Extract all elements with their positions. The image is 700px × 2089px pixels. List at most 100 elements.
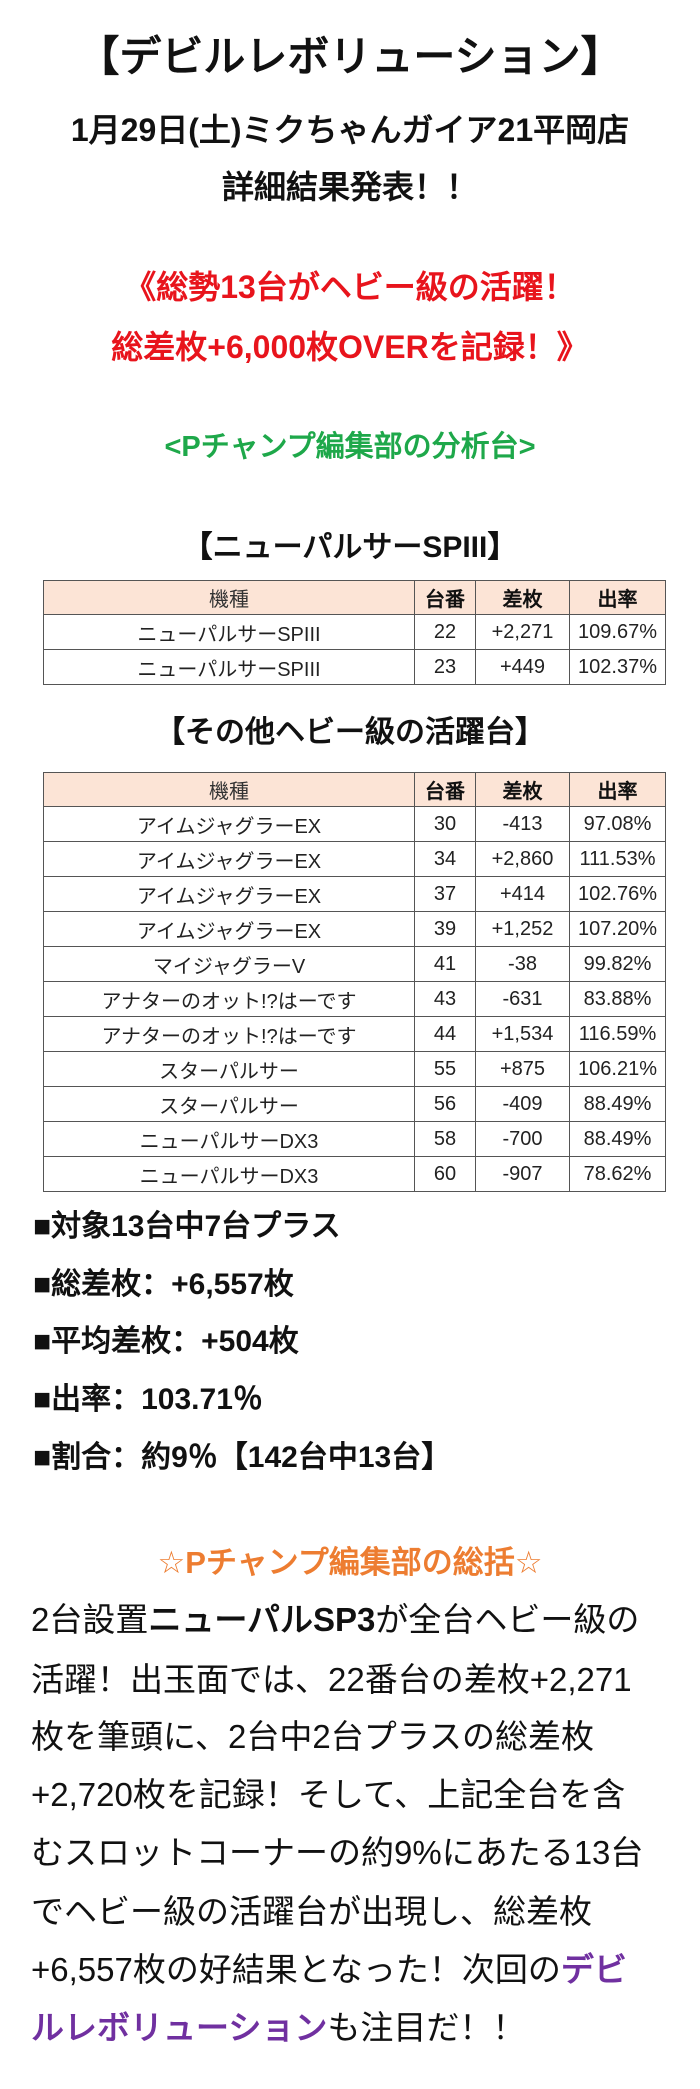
cell-model: ニューパルサーSPIII: [43, 649, 415, 685]
table-row: スターパルサー 56 -409 88.49%: [43, 1086, 666, 1122]
table-row: ニューパルサーDX3 58 -700 88.49%: [43, 1121, 666, 1157]
cell-rate: 107.20%: [569, 911, 666, 947]
column-header-unit: 台番: [414, 580, 476, 615]
table-header-row: 機種 台番 差枚 出率: [43, 580, 666, 615]
review-text: も注目だ！！: [327, 2009, 526, 2046]
cell-unit: 30: [414, 806, 476, 842]
cell-unit: 56: [414, 1086, 476, 1122]
table-row: アイムジャグラーEX 30 -413 97.08%: [43, 806, 666, 842]
highlight-line-1: 《総勢13台がヘビー級の活躍！: [124, 269, 576, 305]
cell-rate: 111.53%: [569, 841, 666, 877]
cell-diff: +2,860: [475, 841, 570, 877]
review-line: むスロットコーナーの約9%にあたる13台: [31, 1828, 643, 1878]
cell-rate: 88.49%: [569, 1086, 666, 1122]
cell-rate: 88.49%: [569, 1121, 666, 1157]
table-row: アイムジャグラーEX 34 +2,860 111.53%: [43, 841, 666, 877]
table-row: ニューパルサーSPIII 23 +449 102.37%: [43, 649, 666, 685]
cell-unit: 58: [414, 1121, 476, 1157]
table-row: ニューパルサーDX3 60 -907 78.62%: [43, 1156, 666, 1192]
review-text-accent-title: デビ: [560, 1951, 627, 1988]
cell-rate: 116.59%: [569, 1016, 666, 1052]
cell-diff: +1,534: [475, 1016, 570, 1052]
analysis-label: <Pチャンプ編集部の分析台>: [164, 431, 536, 463]
announcement-label: 詳細結果発表！！: [221, 169, 478, 205]
cell-diff: -413: [475, 806, 570, 842]
review-line: +2,720枚を記録！そして、上記全台を含: [31, 1770, 625, 1820]
cell-diff: +414: [475, 876, 570, 912]
review-text: 活躍！出玉面では、22番台の差枚+2,271: [31, 1661, 632, 1698]
summary-ratio: ■割合：約9％【142台中13台】: [33, 1441, 452, 1474]
review-text: でヘビー級の活躍台が出現し、総差枚: [31, 1893, 592, 1930]
table-row: ニューパルサーSPIII 22 +2,271 109.67%: [43, 614, 666, 650]
cell-model: ニューパルサーDX3: [43, 1156, 415, 1192]
review-text: +6,557枚の好結果となった！次回の: [31, 1951, 561, 1988]
review-heading: ☆Pチャンプ編集部の総括☆: [157, 1545, 543, 1580]
column-header-model: 機種: [43, 580, 415, 615]
cell-diff: -409: [475, 1086, 570, 1122]
column-header-rate: 出率: [569, 580, 666, 615]
cell-model: スターパルサー: [43, 1086, 415, 1122]
column-header-diff: 差枚: [475, 772, 570, 807]
cell-rate: 97.08%: [569, 806, 666, 842]
review-line: +6,557枚の好結果となった！次回のデビ: [31, 1945, 627, 1995]
cell-model: アイムジャグラーEX: [43, 876, 415, 912]
summary-average-diff: ■平均差枚：+504枚: [33, 1325, 299, 1358]
event-date-store: 1月29日(土)ミクちゃんガイア21平岡店: [70, 112, 630, 148]
column-header-unit: 台番: [414, 772, 476, 807]
cell-unit: 34: [414, 841, 476, 877]
cell-rate: 106.21%: [569, 1051, 666, 1087]
review-text: 枚を筆頭に、2台中2台プラスの総差枚: [31, 1718, 595, 1755]
cell-diff: +875: [475, 1051, 570, 1087]
review-text: 2台設置: [31, 1601, 149, 1638]
table-row: アイムジャグラーEX 39 +1,252 107.20%: [43, 911, 666, 947]
review-line: でヘビー級の活躍台が出現し、総差枚: [31, 1887, 592, 1937]
cell-model: アイムジャグラーEX: [43, 841, 415, 877]
cell-rate: 109.67%: [569, 614, 666, 650]
summary-plus-count: ■対象13台中7台プラス: [33, 1210, 341, 1243]
cell-diff: -631: [475, 981, 570, 1017]
highlight-line-2: 総差枚+6,000枚OVERを記録！》: [111, 329, 589, 365]
review-text-accent-title: ルレボリューション: [31, 2009, 328, 2046]
summary-payout-rate: ■出率：103.71％: [33, 1383, 263, 1416]
cell-model: アイムジャグラーEX: [43, 911, 415, 947]
cell-rate: 78.62%: [569, 1156, 666, 1192]
cell-unit: 39: [414, 911, 476, 947]
review-text: が全台ヘビー級の: [375, 1601, 640, 1638]
cell-diff: -700: [475, 1121, 570, 1157]
cell-unit: 23: [414, 649, 476, 685]
table-row: アナターのオット!?はーです 43 -631 83.88%: [43, 981, 666, 1017]
cell-diff: -38: [475, 946, 570, 982]
cell-diff: +2,271: [475, 614, 570, 650]
other-heavy-results-table: 機種 台番 差枚 出率 アイムジャグラーEX 30 -413 97.08% アイ…: [43, 772, 666, 1192]
review-line: ルレボリューションも注目だ！！: [31, 2003, 525, 2053]
review-line: 2台設置ニューパルSP3が全台ヘビー級の: [31, 1595, 639, 1645]
table-row: アナターのオット!?はーです 44 +1,534 116.59%: [43, 1016, 666, 1052]
cell-model: ニューパルサーDX3: [43, 1121, 415, 1157]
review-text: +2,720枚を記録！そして、上記全台を含: [31, 1776, 626, 1813]
review-text: むスロットコーナーの約9%にあたる13台: [31, 1834, 644, 1871]
cell-unit: 41: [414, 946, 476, 982]
cell-model: スターパルサー: [43, 1051, 415, 1087]
cell-unit: 37: [414, 876, 476, 912]
cell-diff: -907: [475, 1156, 570, 1192]
page-title: 【デビルレボリューション】: [77, 33, 623, 80]
cell-rate: 102.76%: [569, 876, 666, 912]
cell-diff: +1,252: [475, 911, 570, 947]
cell-model: アナターのオット!?はーです: [43, 1016, 415, 1052]
table-header-row: 機種 台番 差枚 出率: [43, 772, 666, 807]
cell-unit: 22: [414, 614, 476, 650]
cell-model: アナターのオット!?はーです: [43, 981, 415, 1017]
table-row: スターパルサー 55 +875 106.21%: [43, 1051, 666, 1087]
section-heading-other-heavy: 【その他ヘビー級の活躍台】: [155, 716, 545, 749]
table-row: マイジャグラーV 41 -38 99.82%: [43, 946, 666, 982]
cell-unit: 60: [414, 1156, 476, 1192]
newpulsar-results-table: 機種 台番 差枚 出率 ニューパルサーSPIII 22 +2,271 109.6…: [43, 580, 666, 685]
table-row: アイムジャグラーEX 37 +414 102.76%: [43, 876, 666, 912]
cell-model: アイムジャグラーEX: [43, 806, 415, 842]
cell-model: マイジャグラーV: [43, 946, 415, 982]
column-header-rate: 出率: [569, 772, 666, 807]
cell-diff: +449: [475, 649, 570, 685]
cell-rate: 99.82%: [569, 946, 666, 982]
section-heading-newpulsar: 【ニューパルサーSPIII】: [182, 531, 518, 564]
column-header-model: 機種: [43, 772, 415, 807]
